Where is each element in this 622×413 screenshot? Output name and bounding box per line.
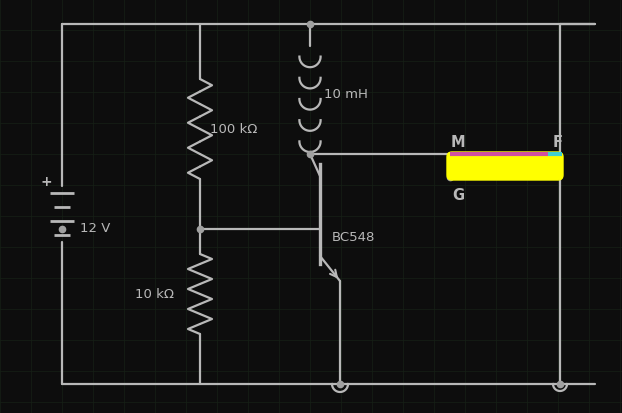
- FancyBboxPatch shape: [447, 153, 563, 180]
- Text: 12 V: 12 V: [80, 222, 110, 235]
- Text: M: M: [451, 135, 465, 150]
- Text: F: F: [553, 135, 563, 150]
- Text: 10 kΩ: 10 kΩ: [135, 288, 174, 301]
- Text: BC548: BC548: [332, 230, 375, 243]
- Text: G: G: [452, 188, 464, 203]
- Text: +: +: [40, 175, 52, 189]
- Text: 10 mH: 10 mH: [324, 88, 368, 101]
- Text: 100 kΩ: 100 kΩ: [210, 123, 258, 136]
